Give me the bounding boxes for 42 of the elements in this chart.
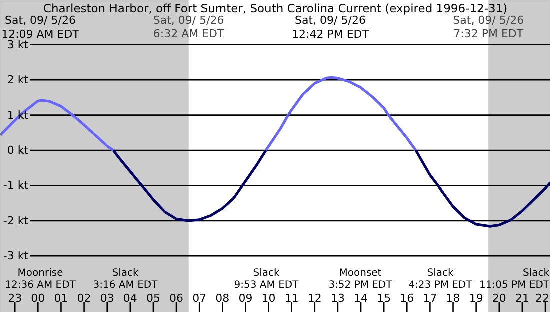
x-tick-label: 20 xyxy=(492,292,506,305)
y-tick-label: -2 kt xyxy=(3,214,30,228)
chart-title: Charleston Harbor, off Fort Sumter, South Carolina Current (expired 1996-12-31) xyxy=(43,2,508,16)
y-tick-label: 2 kt xyxy=(7,74,30,87)
annotation: Sat, 09/ 5/26 7:32 PM EDT xyxy=(453,14,524,41)
x-tick-label: 03 xyxy=(100,292,114,305)
x-tick-label: 02 xyxy=(77,292,92,305)
x-tick-label: 16 xyxy=(400,292,414,305)
x-tick-label: 22 xyxy=(536,292,550,305)
x-tick-label: 10 xyxy=(262,292,276,305)
x-tick-label: 07 xyxy=(192,292,207,305)
annotation: Moonset 3:52 PM EDT xyxy=(328,268,394,291)
y-tick-label: 0 kt xyxy=(7,144,30,158)
annotation: Slack 4:23 PM EDT xyxy=(408,268,474,291)
x-tick-label: 23 xyxy=(8,292,22,305)
y-tick-label: 3 kt xyxy=(7,38,30,52)
x-tick-label: 00 xyxy=(31,292,46,305)
x-tick-label: 13 xyxy=(330,292,345,305)
annotation: Moonrise 12:36 AM EDT xyxy=(5,268,77,291)
x-tick-label: 11 xyxy=(284,292,299,305)
x-tick-label: 05 xyxy=(146,292,160,305)
y-tick-label: 1 kt xyxy=(7,108,30,122)
annotation: Slack 3:16 AM EDT xyxy=(93,268,159,291)
annotation: Slack 11:05 PM EDT xyxy=(480,268,550,291)
x-tick-label: 12 xyxy=(308,292,322,305)
annotation: Sat, 09/ 5/26 12:42 PM EDT xyxy=(292,14,370,41)
annotation: Sat, 09/ 5/26 12:09 AM EDT xyxy=(2,14,80,41)
x-tick-label: 08 xyxy=(216,292,230,305)
annotation: Slack 9:53 AM EDT xyxy=(234,268,300,291)
x-tick-label: 06 xyxy=(170,292,184,305)
x-tick-label: 04 xyxy=(123,292,138,305)
x-tick-label: 01 xyxy=(54,292,68,305)
annotation: Sat, 09/ 5/26 6:32 AM EDT xyxy=(153,14,225,41)
x-tick-label: 17 xyxy=(423,292,438,305)
x-tick-label: 21 xyxy=(515,292,530,305)
y-tick-label: -3 kt xyxy=(3,250,30,263)
x-tick-label: 19 xyxy=(469,292,484,305)
x-tick-label: 09 xyxy=(238,292,253,305)
x-tick-label: 15 xyxy=(377,292,392,305)
x-tick-label: 14 xyxy=(354,292,368,305)
x-tick-label: 18 xyxy=(446,292,460,305)
y-tick-label: -1 kt xyxy=(3,179,30,192)
